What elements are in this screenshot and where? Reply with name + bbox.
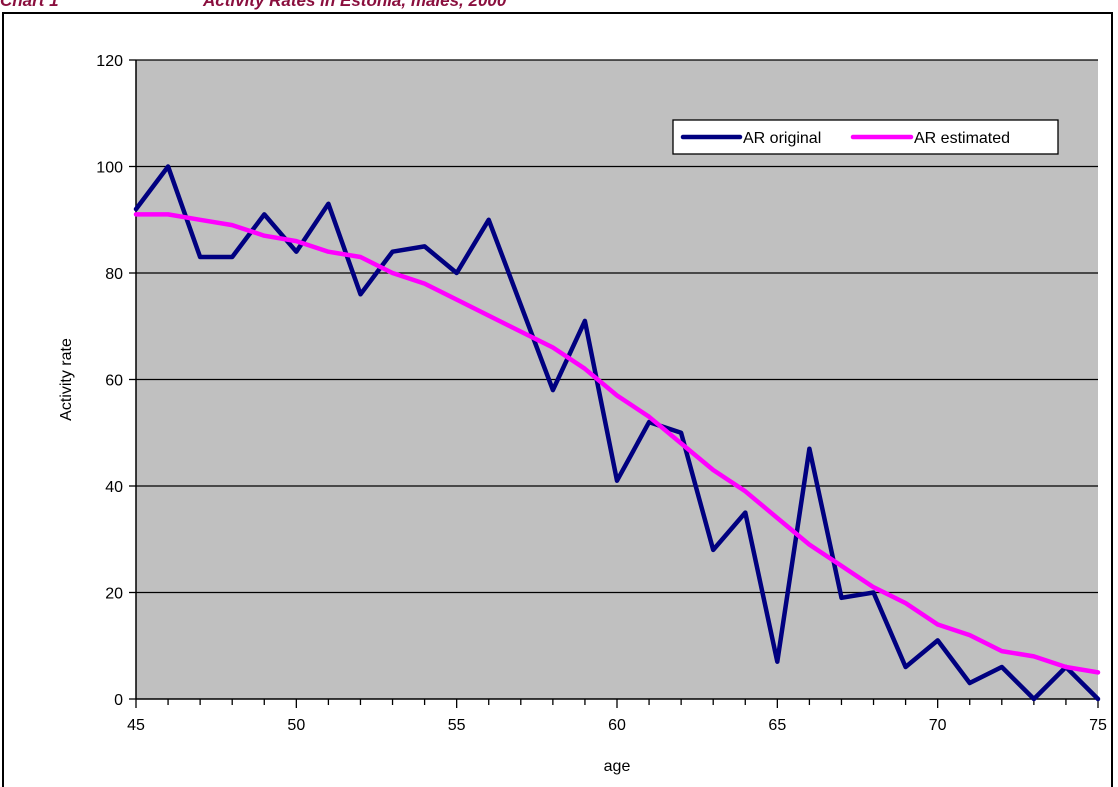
x-tick-label-70: 70: [929, 717, 947, 734]
y-tick-label-100: 100: [96, 160, 123, 177]
y-tick-label-60: 60: [105, 373, 123, 390]
x-tick-label-55: 55: [448, 717, 466, 734]
x-tick-label-60: 60: [608, 717, 626, 734]
chart-label: Chart 1: [0, 0, 59, 10]
chart-title: Activity Rates in Estonia, males, 2000: [203, 0, 507, 10]
y-tick-label-0: 0: [114, 692, 123, 709]
chart-frame: [2, 12, 1113, 787]
x-tick-label-75: 75: [1089, 717, 1107, 734]
y-tick-label-120: 120: [96, 53, 123, 70]
y-axis-title: Activity rate: [58, 338, 75, 421]
legend: AR original AR estimated: [672, 119, 1059, 155]
y-tick-label-40: 40: [105, 479, 123, 496]
series-line-ar-estimated: [133, 212, 1101, 675]
series-lines: [133, 164, 1101, 702]
x-tick-label-65: 65: [768, 717, 786, 734]
y-tick-label-20: 20: [105, 586, 123, 603]
series-line-ar-original: [133, 164, 1101, 702]
chart-heading: Chart 1 Activity Rates in Estonia, males…: [0, 0, 1118, 10]
gridlines: [136, 59, 1098, 594]
x-axis-title: age: [604, 758, 631, 775]
x-tick-label-45: 45: [127, 717, 145, 734]
legend-label-ar-estimated: AR estimated: [914, 130, 1010, 147]
y-tick-label-80: 80: [105, 266, 123, 283]
x-tick-label-50: 50: [287, 717, 305, 734]
axes: [129, 59, 1099, 708]
tick-labels: 0 20 40 60 80 100 120 45 50 55 60 65 70 75: [96, 53, 1107, 734]
legend-label-ar-original: AR original: [743, 130, 821, 147]
